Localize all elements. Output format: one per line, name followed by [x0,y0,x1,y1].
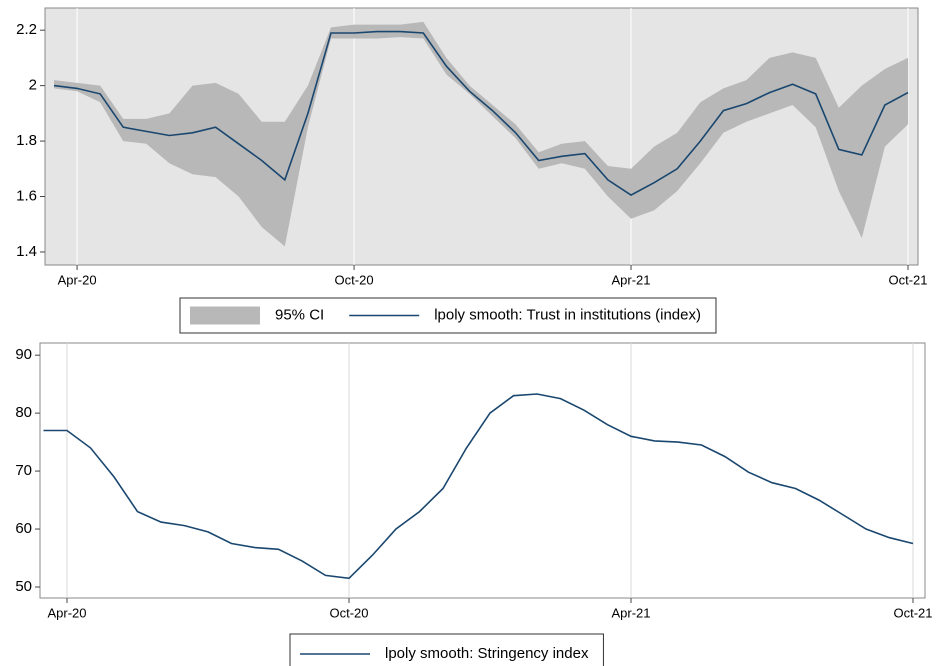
legend-label: lpoly smooth: Trust in institutions (ind… [434,306,701,323]
x-tick-label: Apr-21 [611,605,650,620]
x-tick-label: Apr-20 [58,272,97,287]
x-tick-label: Oct-21 [893,605,932,620]
line [53,30,909,197]
x-tick-label: Oct-21 [888,272,927,287]
line [43,393,914,580]
ci-band [54,21,908,247]
legend-label: lpoly smooth: Stringency index [385,645,589,662]
y-tick-label: 2 [29,77,37,94]
y-tick-label: 1.4 [16,243,37,260]
y-tick-label: 50 [15,578,32,595]
plot-area [39,342,926,599]
legend-label: 95% CI [275,306,324,323]
y-tick-label: 60 [15,520,32,537]
legend-swatch [190,306,260,325]
y-tick-label: 70 [15,462,32,479]
y-tick-label: 1.6 [16,187,37,204]
x-tick-label: Apr-20 [47,605,86,620]
y-tick-label: 90 [15,346,32,363]
legend [179,297,717,334]
y-tick-label: 80 [15,404,32,421]
legend [289,633,604,666]
y-tick-label: 1.8 [16,132,37,149]
x-tick-label: Oct-20 [329,605,368,620]
y-tick-label: 2.2 [16,21,37,38]
x-tick-label: Apr-21 [612,272,651,287]
x-tick-label: Oct-20 [335,272,374,287]
